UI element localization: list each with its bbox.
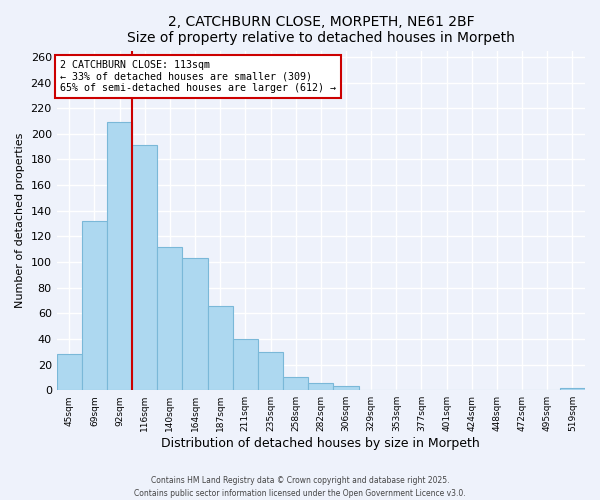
Bar bbox=[560, 388, 585, 390]
Bar bbox=[208, 306, 233, 390]
Bar bbox=[283, 378, 308, 390]
Bar bbox=[82, 221, 107, 390]
Bar bbox=[107, 122, 132, 390]
Bar bbox=[56, 354, 82, 390]
Text: 2 CATCHBURN CLOSE: 113sqm
← 33% of detached houses are smaller (309)
65% of semi: 2 CATCHBURN CLOSE: 113sqm ← 33% of detac… bbox=[61, 60, 337, 92]
Bar bbox=[308, 382, 334, 390]
Bar bbox=[132, 146, 157, 390]
Bar bbox=[233, 339, 258, 390]
Bar bbox=[182, 258, 208, 390]
Text: Contains HM Land Registry data © Crown copyright and database right 2025.
Contai: Contains HM Land Registry data © Crown c… bbox=[134, 476, 466, 498]
X-axis label: Distribution of detached houses by size in Morpeth: Distribution of detached houses by size … bbox=[161, 437, 480, 450]
Bar bbox=[334, 386, 359, 390]
Bar bbox=[258, 352, 283, 390]
Bar bbox=[157, 246, 182, 390]
Title: 2, CATCHBURN CLOSE, MORPETH, NE61 2BF
Size of property relative to detached hous: 2, CATCHBURN CLOSE, MORPETH, NE61 2BF Si… bbox=[127, 15, 515, 45]
Y-axis label: Number of detached properties: Number of detached properties bbox=[15, 132, 25, 308]
